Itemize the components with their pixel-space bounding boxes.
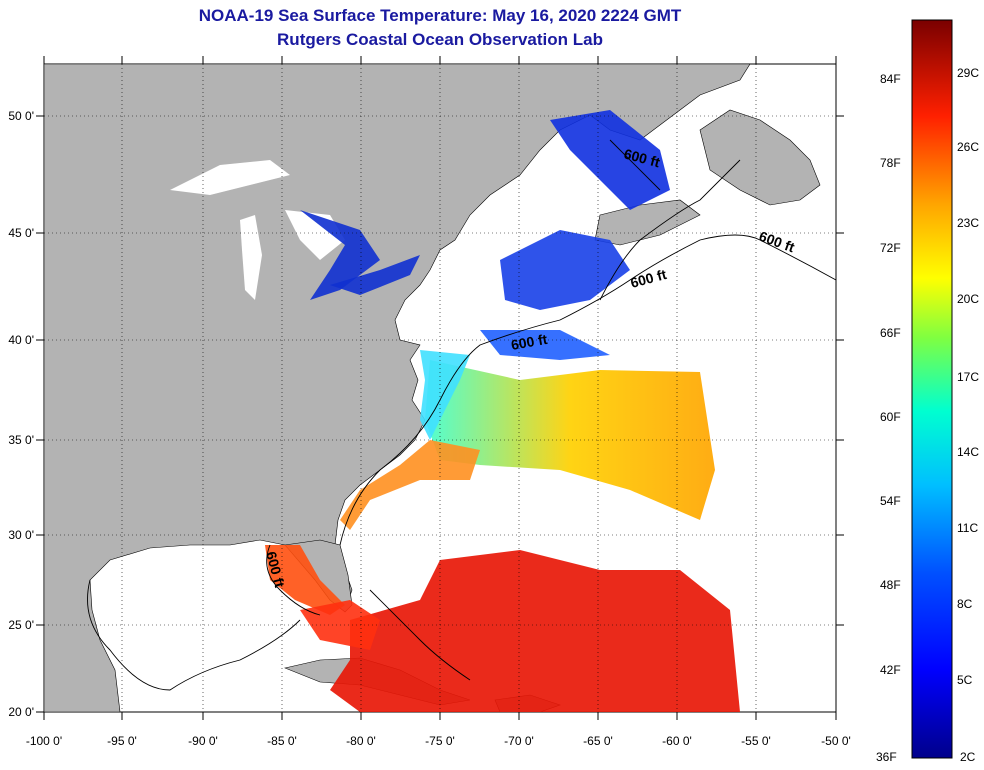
contour-label-4: 600 ft [510,331,549,353]
lon-label-70: -70 0' [504,734,534,748]
cb-f-54: 54F [880,494,901,508]
cb-c-20: 20C [957,292,980,306]
sst-lake-erie [330,255,420,295]
graticule [44,64,836,712]
lon-label-90: -90 0' [188,734,218,748]
lon-label-95: -95 0' [107,734,137,748]
lon-label-60: -60 0' [662,734,692,748]
lat-label-20: 20 0' [8,705,34,719]
map-title: NOAA-19 Sea Surface Temperature: May 16,… [198,6,682,25]
cb-c-2: 2C [960,750,976,764]
sst-caribbean [330,550,740,712]
colorbar [911,19,953,759]
sst-gulf-of-maine [500,230,630,310]
lon-label-75: -75 0' [425,734,455,748]
sst-west-florida [265,545,345,615]
lon-label-100: -100 0' [25,734,63,748]
lat-label-45: 45 0' [8,226,34,240]
cb-c-8: 8C [957,597,973,611]
sst-great-lakes [300,210,380,300]
lon-label-55: -55 0' [741,734,771,748]
lat-label-50: 50 0' [8,109,34,123]
cb-c-29: 29C [957,66,980,80]
lon-label-65: -65 0' [583,734,613,748]
lat-label-35: 35 0' [8,433,34,447]
sst-gulf-stream [425,360,715,520]
lat-label-25: 25 0' [8,618,34,632]
cb-c-17: 17C [957,370,980,384]
sst-gulf-of-st-lawrence [550,110,670,210]
lat-label-40: 40 0' [8,333,34,347]
cb-c-23: 23C [957,216,980,230]
cb-f-66: 66F [880,326,901,340]
lon-label-80: -80 0' [346,734,376,748]
axis-ticks [36,56,844,720]
lon-label-85: -85 0' [267,734,297,748]
cb-f-48: 48F [880,578,901,592]
sst-mid-atlantic-shelf [480,330,610,360]
cb-c-11: 11C [957,521,979,535]
cb-c-5: 5C [957,673,973,687]
cb-f-42: 42F [880,663,901,677]
sst-shelf-cyan [420,350,470,440]
sst-southeast-coast [340,440,480,530]
cb-f-78: 78F [880,156,901,170]
newfoundland-land [699,109,821,206]
cb-c-26: 26C [957,140,980,154]
isobath-contours [87,139,836,691]
cb-f-72: 72F [880,241,901,255]
lon-label-50: -50 0' [821,734,851,748]
cb-f-84: 84F [880,72,901,86]
cb-f-60: 60F [880,410,901,424]
cb-f-36: 36F [876,750,897,764]
lat-label-30: 30 0' [8,528,34,542]
cb-c-14: 14C [957,445,980,459]
map-subtitle: Rutgers Coastal Ocean Observation Lab [277,30,603,49]
lake-michigan [240,215,262,300]
lake-superior [170,160,290,195]
